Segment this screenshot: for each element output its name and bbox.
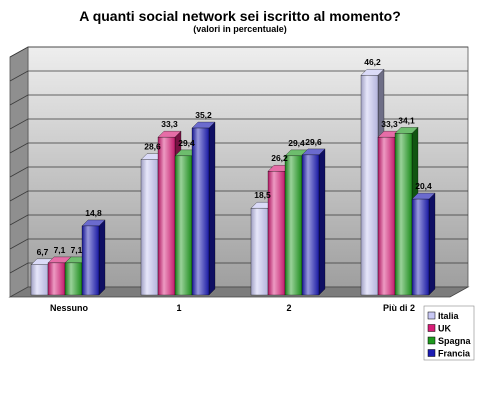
data-label: 18,5 xyxy=(254,190,271,200)
data-label: 33,3 xyxy=(161,119,178,129)
data-label: 29,6 xyxy=(305,137,322,147)
bar-francia-3 xyxy=(301,148,326,296)
legend-swatch xyxy=(427,311,436,320)
data-label: 29,4 xyxy=(178,138,195,148)
legend-item-uk: UK xyxy=(427,324,451,334)
data-label: 7,1 xyxy=(54,245,66,255)
gridline xyxy=(9,118,468,130)
legend-label: Francia xyxy=(438,349,471,359)
bar-francia-2 xyxy=(191,121,216,296)
legend-item-francia: Francia xyxy=(427,349,471,359)
data-label: 7,1 xyxy=(71,245,83,255)
legend-swatch xyxy=(427,336,436,345)
bar-francia-4 xyxy=(411,192,436,296)
legend-label: Spagna xyxy=(438,336,472,346)
category-label: Nessuno xyxy=(50,303,89,313)
data-label: 26,2 xyxy=(271,153,288,163)
bars xyxy=(30,68,436,296)
category-labels: Nessuno 1 2 Più di 2 xyxy=(50,303,415,313)
data-label: 46,2 xyxy=(364,57,381,67)
gridline xyxy=(9,46,468,58)
category-label: 2 xyxy=(286,303,291,313)
gridline xyxy=(9,70,468,82)
data-label: 14,8 xyxy=(85,208,102,218)
data-label: 20,4 xyxy=(415,181,432,191)
legend-swatch xyxy=(427,349,436,357)
chart-title: A quanti social network sei iscritto al … xyxy=(79,8,401,24)
legend-label: Italia xyxy=(438,311,460,321)
legend-item-italia: Italia xyxy=(427,311,460,321)
legend-item-spagna: Spagna xyxy=(427,336,472,346)
data-label: 29,4 xyxy=(288,138,305,148)
floor xyxy=(8,286,470,298)
data-label: 34,1 xyxy=(398,115,415,125)
data-label: 28,6 xyxy=(144,142,161,152)
legend: Italia UK Spagna Francia xyxy=(423,305,475,361)
bar-francia-1 xyxy=(81,219,106,296)
data-label: 6,7 xyxy=(37,247,49,257)
gridline xyxy=(9,94,468,106)
data-label: 33,3 xyxy=(381,119,398,129)
legend-label: UK xyxy=(438,324,451,334)
legend-swatch xyxy=(427,324,436,332)
category-label: Più di 2 xyxy=(383,303,415,313)
gridline xyxy=(9,142,468,154)
data-label: 35,2 xyxy=(195,110,212,120)
category-label: 1 xyxy=(176,303,181,313)
chart-subtitle: (valori in percentuale) xyxy=(193,24,287,34)
data-labels: 6,7 7,1 7,114,828,633,329,435,218,526,229,… xyxy=(37,57,432,257)
